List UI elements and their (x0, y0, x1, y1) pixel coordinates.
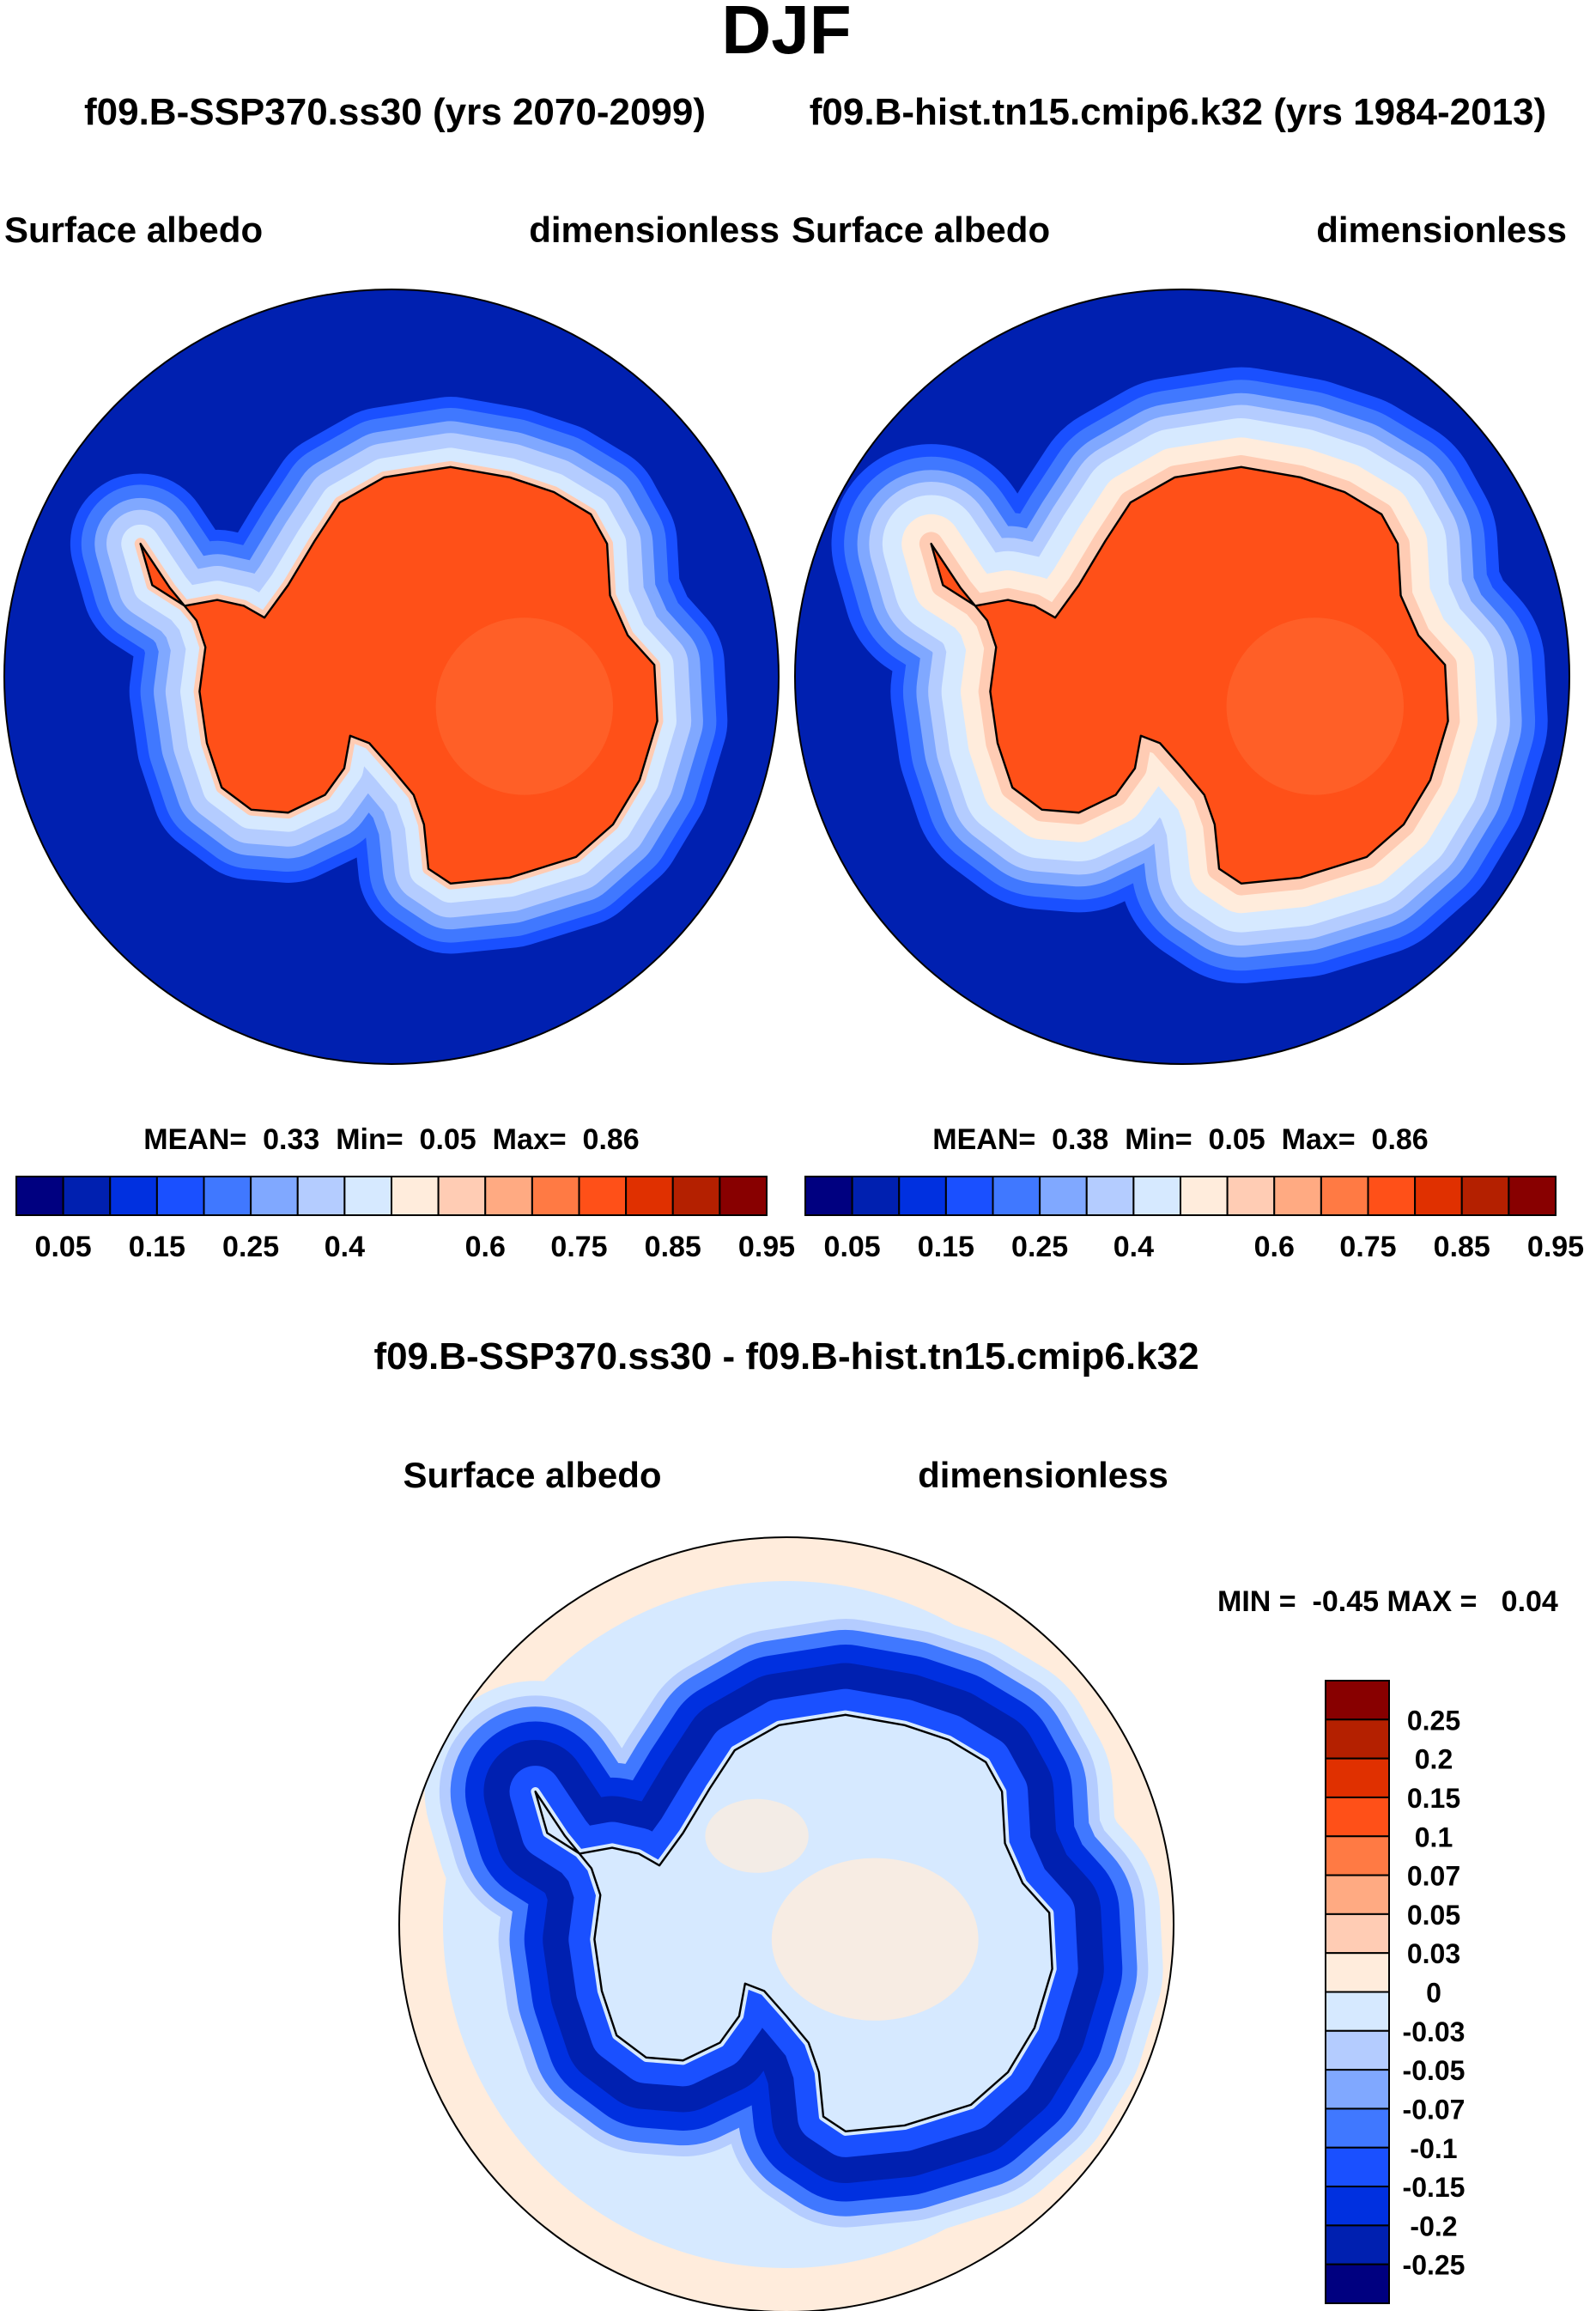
colorbar-diff-swatch (1325, 1796, 1390, 1838)
colorbar-diff-tick-label: 0.07 (1407, 1861, 1460, 1892)
colorbar-left-swatch (109, 1176, 158, 1216)
colorbar-diff-tick-label: -0.15 (1403, 2172, 1466, 2203)
colorbar-right-swatch (1273, 1176, 1322, 1216)
colorbar-right-tick-label: 0.15 (918, 1231, 974, 1263)
figure-title: DJF (721, 0, 851, 68)
colorbar-right-swatch (1460, 1176, 1510, 1216)
colorbar-right-tick-label: 0.25 (1011, 1231, 1068, 1263)
diff-minmax: MIN = -0.45 MAX = 0.04 (1217, 1585, 1558, 1618)
colorbar-right-tick-label: 0.75 (1339, 1231, 1396, 1263)
colorbar-left-swatch (625, 1176, 674, 1216)
colorbar-diff-swatch (1325, 1757, 1390, 1798)
colorbar-left-swatch (296, 1176, 346, 1216)
colorbar-left-swatch (578, 1176, 628, 1216)
colorbar-diff-swatch (1325, 2263, 1390, 2304)
colorbar-left-swatch (250, 1176, 299, 1216)
colorbar-right-swatch (1367, 1176, 1417, 1216)
colorbar-right-swatch (1132, 1176, 1181, 1216)
diff-title: f09.B-SSP370.ss30 - f09.B-hist.tn15.cmip… (373, 1335, 1199, 1377)
panel2-units: dimensionless (1316, 210, 1567, 250)
colorbar-diff-tick-label: -0.05 (1403, 2055, 1466, 2086)
colorbar-left-tick-label: 0.05 (35, 1231, 92, 1263)
colorbar-left: 0.05 0.15 0.25 0.4 0.6 0.75 0.85 0.95 (15, 1176, 795, 1263)
colorbar-left-swatch (531, 1176, 580, 1216)
colorbar-diff-tick-label: -0.2 (1410, 2211, 1457, 2241)
colorbar-right-swatch (944, 1176, 994, 1216)
subtitle-right: f09.B-hist.tn15.cmip6.k32 (yrs 1984-2013… (810, 91, 1546, 133)
colorbar-left-swatch (719, 1176, 768, 1216)
colorbar-diff-swatch (1325, 1680, 1390, 1721)
colorbar-right-swatch (1226, 1176, 1276, 1216)
colorbar-left-swatch (15, 1176, 64, 1216)
colorbar-left-swatch (343, 1176, 392, 1216)
colorbar-diff-tick-label: 0.15 (1407, 1783, 1460, 1814)
colorbar-diff-swatch (1325, 1913, 1390, 1955)
colorbar-diff-tick-label: -0.25 (1403, 2250, 1466, 2281)
colorbar-diff-swatch (1325, 1718, 1390, 1760)
colorbar-left-tick-label: 0.15 (129, 1231, 185, 1263)
map-ssp370 (4, 289, 779, 1064)
colorbar-diff-swatch (1325, 1835, 1390, 1876)
colorbar-diff-swatch (1325, 1874, 1390, 1915)
colorbar-diff: 0.25 0.2 0.15 0.1 0.07 0.05 0.03 0 -0.03 -0.05 -0.… (1325, 1680, 1466, 2304)
colorbar-diff-tick-label: 0.2 (1415, 1744, 1453, 1775)
panel1-stats: MEAN= 0.33 Min= 0.05 Max= 0.86 (143, 1123, 639, 1156)
map-historical (795, 289, 1569, 1064)
colorbar-diff-swatch (1325, 2069, 1390, 2110)
colorbar-diff-tick-label: 0.05 (1407, 1900, 1460, 1931)
colorbar-diff-tick-label: -0.03 (1403, 2016, 1466, 2047)
colorbar-right-swatch (1414, 1176, 1463, 1216)
map-difference (399, 1537, 1174, 2311)
colorbar-diff-swatch (1325, 2186, 1390, 2227)
colorbar-left-swatch (155, 1176, 205, 1216)
colorbar-right-tick-label: 0.6 (1254, 1231, 1295, 1263)
colorbar-right-swatch (1320, 1176, 1369, 1216)
colorbar-diff-swatch (1325, 1952, 1390, 1993)
colorbar-right-tick-label: 0.85 (1434, 1231, 1490, 1263)
colorbar-left-swatch (437, 1176, 487, 1216)
colorbar-diff-tick-label: 0 (1426, 1978, 1441, 2009)
panel2-stats: MEAN= 0.38 Min= 0.05 Max= 0.86 (932, 1123, 1428, 1156)
colorbar-right-swatch (1180, 1176, 1229, 1216)
colorbar-diff-tick-label: 0.03 (1407, 1938, 1460, 1969)
panel2-variable: Surface albedo (792, 210, 1050, 250)
panel1-units: dimensionless (529, 210, 780, 250)
colorbar-left-swatch (62, 1176, 112, 1216)
colorbar-diff-swatch (1325, 2107, 1390, 2149)
diff-variable: Surface albedo (403, 1455, 661, 1495)
colorbar-left-tick-label: 0.75 (550, 1231, 607, 1263)
subtitle-left: f09.B-SSP370.ss30 (yrs 2070-2099) (84, 91, 706, 133)
colorbar-right-swatch (1085, 1176, 1135, 1216)
colorbar-diff-tick-label: 0.1 (1415, 1821, 1453, 1852)
colorbar-right-swatch (898, 1176, 947, 1216)
colorbar-diff-swatch (1325, 2224, 1390, 2265)
colorbar-diff-tick-label: 0.25 (1407, 1705, 1460, 1736)
diff-units: dimensionless (918, 1455, 1168, 1495)
colorbar-diff-swatch (1325, 1991, 1390, 2032)
colorbar-left-tick-label: 0.95 (738, 1231, 795, 1263)
colorbar-left-swatch (391, 1176, 440, 1216)
colorbar-right-swatch (851, 1176, 901, 1216)
colorbar-right-swatch (804, 1176, 853, 1216)
colorbar-left-swatch (203, 1176, 252, 1216)
panel1-variable: Surface albedo (4, 210, 263, 250)
colorbar-right-swatch (1039, 1176, 1088, 1216)
colorbar-right-tick-label: 0.4 (1114, 1231, 1154, 1263)
colorbar-left-swatch (671, 1176, 721, 1216)
colorbar-left-tick-label: 0.4 (325, 1231, 365, 1263)
colorbar-diff-tick-label: -0.1 (1410, 2133, 1457, 2164)
colorbar-right-swatch (1508, 1176, 1557, 1216)
colorbar-right-swatch (992, 1176, 1041, 1216)
colorbar-left-swatch (484, 1176, 533, 1216)
colorbar-right-tick-label: 0.95 (1527, 1231, 1584, 1263)
colorbar-right: 0.05 0.15 0.25 0.4 0.6 0.75 0.85 0.95 (804, 1176, 1584, 1263)
colorbar-left-tick-label: 0.85 (645, 1231, 701, 1263)
colorbar-diff-swatch (1325, 2146, 1390, 2188)
colorbar-left-tick-label: 0.6 (465, 1231, 506, 1263)
colorbar-diff-tick-label: -0.07 (1403, 2094, 1466, 2125)
colorbar-diff-swatch (1325, 2029, 1390, 2071)
colorbar-left-tick-label: 0.25 (222, 1231, 279, 1263)
colorbar-right-tick-label: 0.05 (824, 1231, 881, 1263)
